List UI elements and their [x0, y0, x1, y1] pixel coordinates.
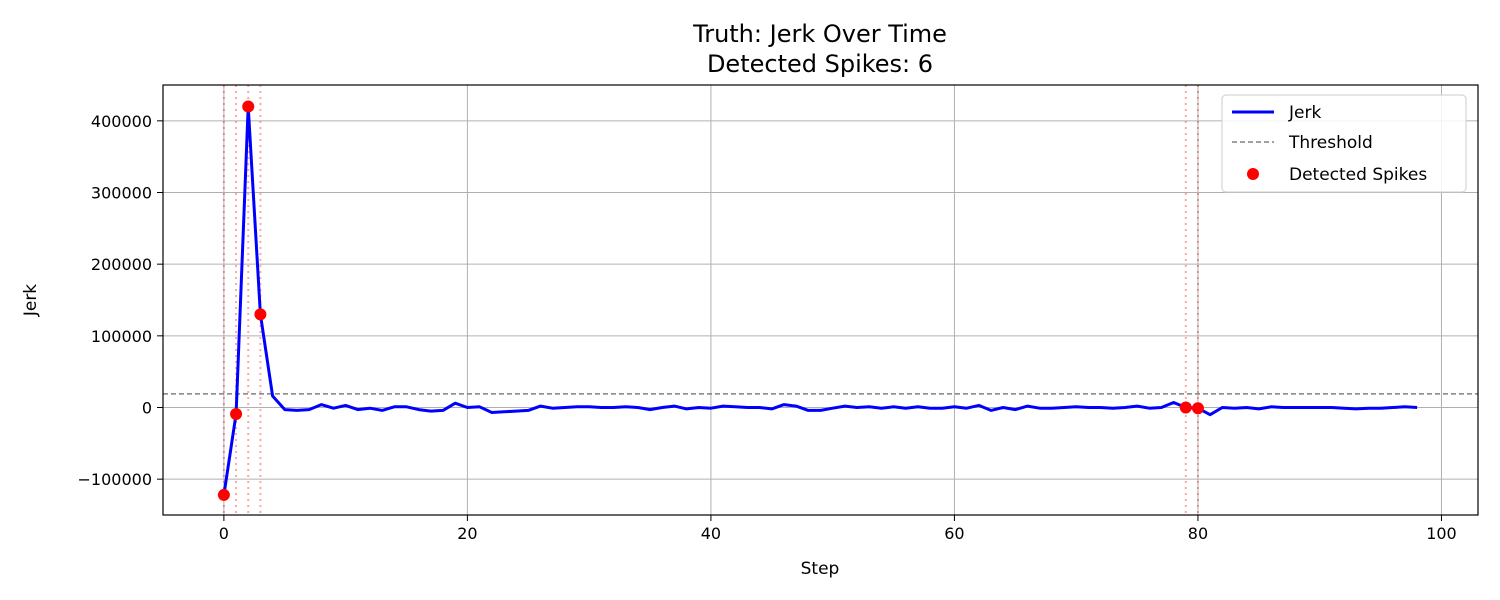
y-tick-label: 100000: [91, 327, 152, 346]
x-tick-label: 80: [1188, 524, 1208, 543]
y-tick-label: 300000: [91, 184, 152, 203]
spike-point: [254, 308, 267, 321]
x-tick-label: 60: [944, 524, 964, 543]
spike-point: [1191, 402, 1204, 415]
legend-spike-swatch: [1247, 168, 1259, 180]
x-axis-label: Step: [801, 559, 840, 579]
y-tick-label: 0: [142, 399, 152, 418]
x-tick-label: 0: [219, 524, 229, 543]
y-tick-label: −100000: [78, 470, 152, 489]
spike-point: [1179, 401, 1192, 414]
legend-jerk-label: Jerk: [1288, 103, 1321, 123]
series-layer: [222, 105, 1418, 496]
legend-box: [1221, 94, 1467, 193]
x-tick-label: 20: [457, 524, 477, 543]
chart-subtitle: Detected Spikes: 6: [707, 50, 933, 78]
spike-point: [242, 100, 255, 113]
y-tick-label: 400000: [91, 112, 152, 131]
legend-spike-label: Detected Spikes: [1289, 165, 1427, 185]
x-tick-label: 100: [1426, 524, 1457, 543]
legend-threshold-label: Threshold: [1288, 133, 1373, 153]
spike-points: [217, 100, 1204, 501]
legend: Jerk Threshold Detected Spikes: [1221, 94, 1467, 193]
spike-point: [230, 407, 243, 420]
chart-title: Truth: Jerk Over Time: [692, 20, 947, 48]
jerk-line: [222, 105, 1418, 496]
spike-point: [217, 488, 230, 501]
y-axis-ticks: −100000 0 100000 200000 300000 400000: [78, 112, 163, 489]
x-axis-ticks: 0 20 40 60 80 100: [219, 515, 1457, 543]
y-tick-label: 200000: [91, 255, 152, 274]
x-tick-label: 40: [701, 524, 721, 543]
y-axis-label: Jerk: [21, 284, 41, 317]
plot-frame: [162, 84, 1479, 516]
